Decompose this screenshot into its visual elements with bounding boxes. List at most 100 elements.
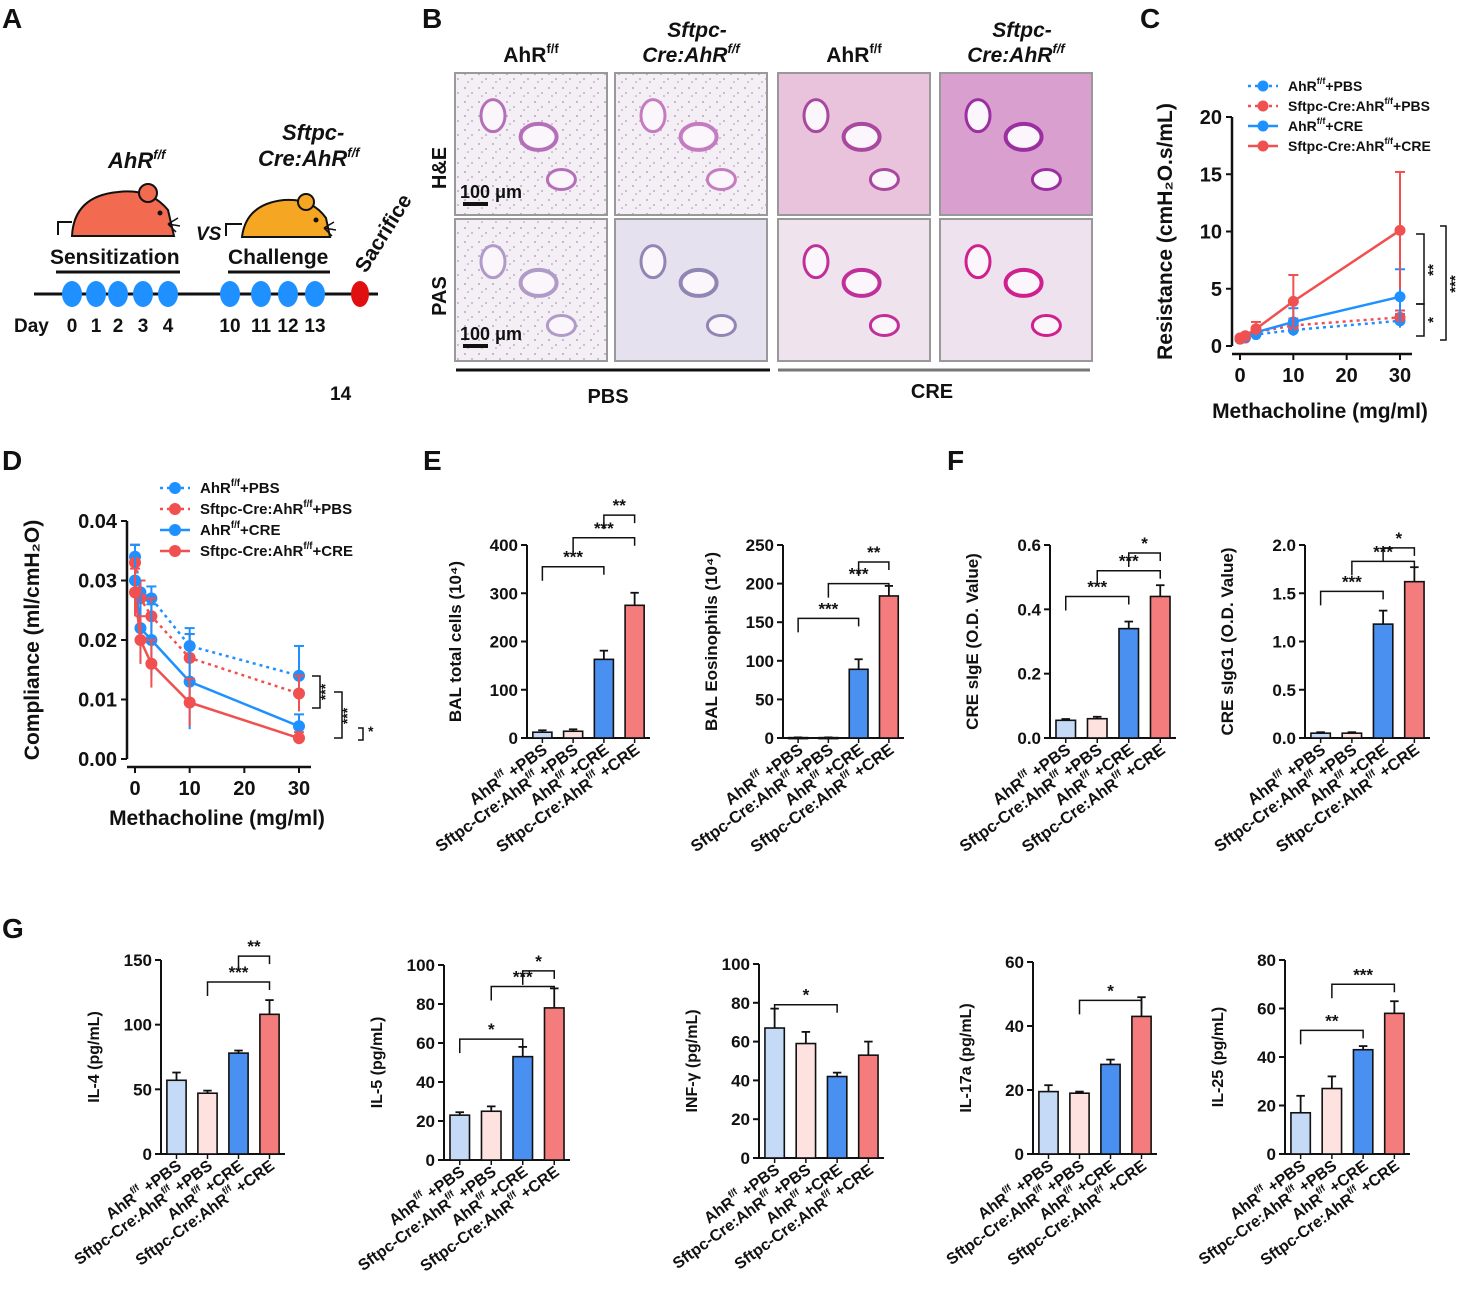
y-tick-label: 1.0 (1272, 633, 1296, 652)
y-axis-title: IL-17a (pg/mL) (958, 1003, 975, 1112)
y-tick-label: 0 (1267, 1145, 1276, 1164)
timeline-dot (86, 281, 106, 307)
sig-bracket (827, 582, 890, 598)
bar (1149, 595, 1171, 739)
sig-label: * (368, 723, 374, 739)
series-line (1239, 316, 1401, 341)
timeline-dot (278, 281, 298, 307)
legend-label-base: AhR (200, 522, 231, 539)
y-axis-title: CRE sIgG1 (O.D. Value) (1218, 548, 1237, 736)
sig-label: * (803, 986, 810, 1005)
bar (1069, 1092, 1090, 1155)
mouse-icon-control (57, 183, 181, 237)
sig-label: * (535, 952, 542, 971)
sig-bracket (797, 617, 860, 633)
y-tick-label: 0 (765, 729, 774, 748)
y-tick-label: 0.01 (78, 690, 117, 712)
legend-label: AhRf/f+CRE (200, 520, 280, 539)
data-point (1287, 295, 1299, 307)
y-axis-title: CRE sIgE (O.D. Value) (963, 553, 982, 730)
y-tick-label: 0.0 (1272, 729, 1296, 748)
y-tick-label: 150 (124, 951, 152, 970)
y-tick-label: 200 (490, 633, 518, 652)
sig-bracket (490, 985, 555, 1001)
bar (532, 731, 553, 739)
bar (764, 1027, 786, 1159)
y-tick-label: 50 (755, 690, 774, 709)
legend-label-base: AhR (1288, 118, 1317, 134)
y-tick-label: 0.00 (78, 749, 117, 771)
x-tick-label: 20 (233, 778, 255, 800)
histology-header: Sftpc- (992, 19, 1052, 42)
data-point (145, 657, 158, 670)
sig-label: *** (229, 963, 249, 982)
timeline-day-label: 4 (163, 316, 174, 337)
y-tick-label: 150 (746, 613, 774, 632)
bar (857, 1054, 879, 1159)
data-point (1394, 224, 1406, 236)
mouse-label-control: AhRf/f (107, 147, 167, 173)
histology-header: AhRf/f (503, 41, 559, 67)
y-tick-label: 5 (1211, 279, 1222, 301)
bar (1118, 627, 1140, 739)
y-axis-title: Compliance (ml/cmH₂O) (21, 520, 44, 760)
sig-bracket (1065, 595, 1130, 611)
timeline-day-label: 11 (251, 316, 272, 337)
airway-lumen (479, 244, 507, 280)
y-tick-label: 0.6 (1017, 536, 1041, 555)
legend-label-base: Sftpc-Cre:AhR (1288, 98, 1384, 114)
sig-bracket (541, 565, 605, 581)
svg-text:100 μm: 100 μm (460, 324, 522, 344)
data-point (293, 720, 305, 733)
legend-label-sup: f/f (303, 541, 313, 552)
data-point (134, 634, 147, 646)
legend-label-tail: +PBS (1393, 98, 1430, 114)
panel-letter-a: A (2, 3, 22, 34)
timeline-day-label: 0 (67, 316, 78, 337)
panel-letter-d: D (2, 445, 22, 476)
histology-header-text: AhR (503, 44, 546, 67)
y-tick-label: 0.02 (78, 630, 117, 652)
bar (1100, 1063, 1121, 1155)
panel-letter-b: B (422, 3, 442, 34)
day-label: Day (14, 316, 49, 337)
bar (1055, 719, 1077, 739)
histology-header-sup: f/f (727, 41, 741, 56)
sig-label: *** (317, 683, 333, 700)
y-tick-label: 60 (1257, 1000, 1276, 1019)
data-point (183, 696, 196, 709)
sensitization-label: Sensitization (50, 246, 180, 269)
y-tick-label: 60 (731, 1033, 750, 1052)
sig-bracket (237, 955, 271, 971)
airway-lumen (1030, 168, 1062, 191)
y-axis-title: IL-4 (pg/mL) (86, 1011, 103, 1103)
y-tick-label: 50 (133, 1080, 152, 1099)
y-tick-label: 0.0 (1017, 729, 1041, 748)
y-tick-label: 60 (416, 1034, 435, 1053)
x-axis-title: Methacholine (mg/ml) (109, 807, 325, 830)
airway-lumen (802, 98, 830, 134)
sig-label: * (1141, 534, 1148, 553)
legend-label: AhRf/f+PBS (200, 478, 280, 497)
y-tick-label: 0 (509, 729, 518, 748)
legend-label-tail: +PBS (313, 501, 353, 518)
histology-header: Cre:AhRf/f (642, 41, 741, 67)
sig-label: ** (867, 543, 881, 562)
histology-header-text: Cre:AhR (967, 44, 1053, 67)
y-tick-label: 100 (407, 956, 435, 975)
sig-bracket (1128, 552, 1161, 568)
sig-bracket (1416, 233, 1425, 305)
legend-label-sup: f/f (1384, 96, 1394, 106)
y-tick-label: 40 (1257, 1048, 1276, 1067)
data-point (1239, 330, 1251, 342)
x-tick-label: 10 (1282, 365, 1304, 387)
sig-label: *** (1342, 572, 1362, 591)
legend-label-base: AhR (1288, 78, 1317, 94)
histology-header-text: AhR (826, 44, 869, 67)
airway-lumen (518, 121, 559, 152)
chart-compliance: 0.00 0.01 0.02 0.03 0.04 0 10 20 30 Methacholine … (21, 478, 374, 830)
svg-text:100 μm: 100 μm (460, 182, 522, 202)
